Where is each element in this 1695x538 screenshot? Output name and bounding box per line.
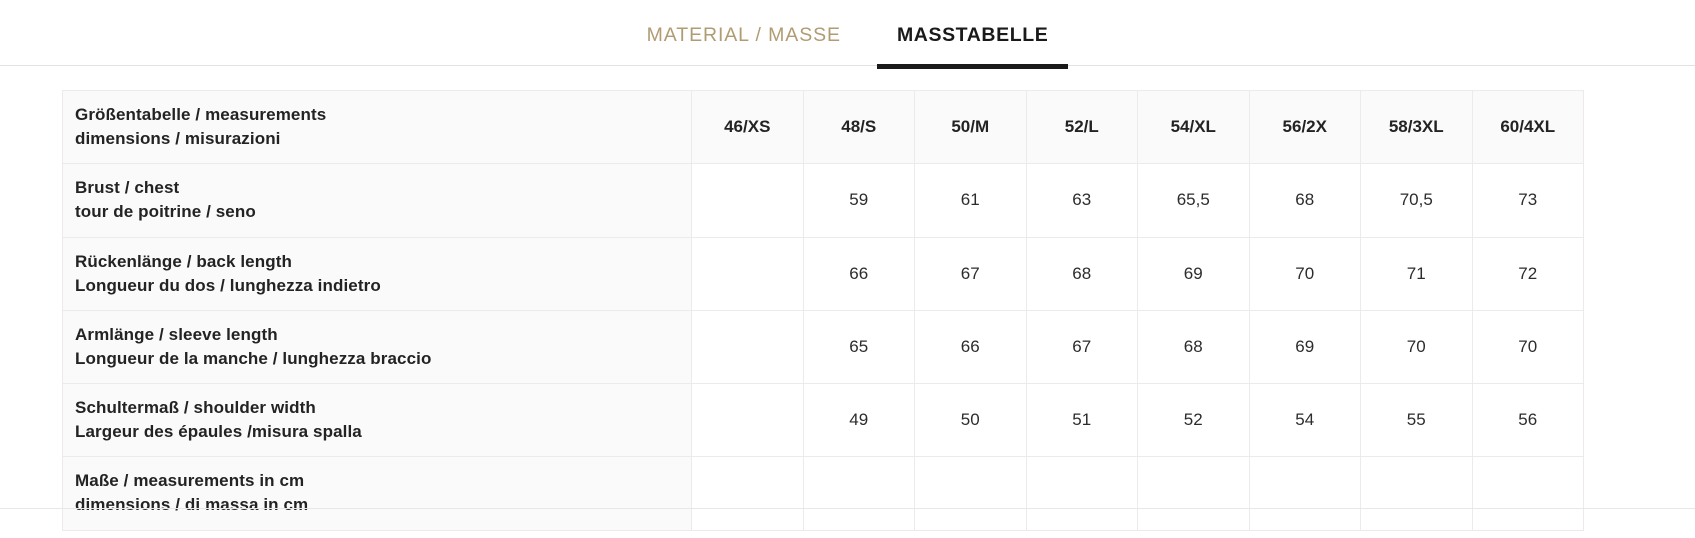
- cell-value: 70: [1248, 236, 1361, 311]
- header-label-line2: dimensions / misurazioni: [75, 129, 281, 149]
- table-header-row: Größentabelle / measurements dimensions …: [62, 89, 1584, 165]
- row-label-line2: Largeur des épaules /misura spalla: [75, 422, 362, 442]
- header-label-line1: Größentabelle / measurements: [75, 105, 327, 124]
- cell-value: 52: [1137, 382, 1250, 458]
- row-label-cell: Schultermaß / shoulder width Largeur des…: [62, 382, 692, 458]
- cell-value: 49: [802, 382, 915, 458]
- cell-value: 70: [1471, 309, 1584, 385]
- tabbar-divider: [0, 65, 1695, 66]
- cell-value: 50: [914, 382, 1027, 458]
- cell-value: 51: [1025, 382, 1138, 458]
- column-header-604xl: 60/4XL: [1471, 89, 1584, 165]
- cell-value: 68: [1137, 309, 1250, 385]
- row-label-cell: Maße / measurements in cm dimensions / d…: [62, 456, 692, 531]
- cell-value: 69: [1248, 309, 1361, 385]
- table-row: Armlänge / sleeve length Longueur de la …: [62, 309, 1584, 385]
- cell-value: 56: [1471, 382, 1584, 458]
- column-header-52l: 52/L: [1025, 89, 1138, 165]
- cell-value: [1360, 456, 1473, 531]
- column-header-562x: 56/2X: [1248, 89, 1361, 165]
- cell-value: 68: [1248, 163, 1361, 238]
- column-header-48s: 48/S: [802, 89, 915, 165]
- row-label-line2: dimensions / di massa in cm: [75, 495, 309, 515]
- column-header-583xl: 58/3XL: [1360, 89, 1473, 165]
- cell-value: [691, 163, 804, 238]
- cell-value: 71: [1360, 236, 1473, 311]
- cell-value: [691, 456, 804, 531]
- cell-value: [691, 309, 804, 385]
- cell-value: [691, 236, 804, 311]
- cell-value: [914, 456, 1027, 531]
- section-divider: [0, 508, 1695, 509]
- column-header-54xl: 54/XL: [1137, 89, 1250, 165]
- table-row: Maße / measurements in cm dimensions / d…: [62, 456, 1584, 531]
- cell-value: [802, 456, 915, 531]
- cell-value: 68: [1025, 236, 1138, 311]
- row-label-cell: Armlänge / sleeve length Longueur de la …: [62, 309, 692, 385]
- table-row: Rückenlänge / back length Longueur du do…: [62, 236, 1584, 311]
- cell-value: 69: [1137, 236, 1250, 311]
- row-label-line1: Brust / chest: [75, 178, 180, 198]
- tab-material-masse[interactable]: MATERIAL / MASSE: [619, 0, 869, 69]
- cell-value: 73: [1471, 163, 1584, 238]
- table-row: Brust / chest tour de poitrine / seno 59…: [62, 163, 1584, 238]
- cell-value: [691, 382, 804, 458]
- size-chart-table: Größentabelle / measurements dimensions …: [62, 89, 1584, 531]
- row-label-line1: Rückenlänge / back length: [75, 251, 292, 271]
- cell-value: 66: [914, 309, 1027, 385]
- cell-value: 65,5: [1137, 163, 1250, 238]
- cell-value: [1248, 456, 1361, 531]
- cell-value: 67: [1025, 309, 1138, 385]
- cell-value: 59: [802, 163, 915, 238]
- column-header-50m: 50/M: [914, 89, 1027, 165]
- tab-masstabelle[interactable]: MASSTABELLE: [869, 0, 1076, 69]
- row-label-line1: Armlänge / sleeve length: [75, 324, 278, 344]
- cell-value: 70,5: [1360, 163, 1473, 238]
- header-label-cell: Größentabelle / measurements dimensions …: [62, 89, 692, 165]
- row-label-line2: Longueur de la manche / lunghezza bracci…: [75, 348, 432, 368]
- cell-value: 61: [914, 163, 1027, 238]
- row-label-line1: Schultermaß / shoulder width: [75, 398, 316, 417]
- cell-value: [1137, 456, 1250, 531]
- cell-value: 72: [1471, 236, 1584, 311]
- tab-bar: MATERIAL / MASSE MASSTABELLE: [0, 0, 1695, 69]
- cell-value: [1025, 456, 1138, 531]
- cell-value: 65: [802, 309, 915, 385]
- row-label-line2: Longueur du dos / lunghezza indietro: [75, 275, 381, 295]
- table-row: Schultermaß / shoulder width Largeur des…: [62, 382, 1584, 458]
- row-label-line2: tour de poitrine / seno: [75, 202, 256, 222]
- row-label-cell: Brust / chest tour de poitrine / seno: [62, 163, 692, 238]
- size-chart-container: Größentabelle / measurements dimensions …: [0, 66, 1695, 531]
- row-label-line1: Maße / measurements in cm: [75, 471, 305, 491]
- cell-value: 55: [1360, 382, 1473, 458]
- cell-value: 63: [1025, 163, 1138, 238]
- cell-value: 67: [914, 236, 1027, 311]
- cell-value: [1471, 456, 1584, 531]
- cell-value: 70: [1360, 309, 1473, 385]
- row-label-cell: Rückenlänge / back length Longueur du do…: [62, 236, 692, 311]
- cell-value: 54: [1248, 382, 1361, 458]
- column-header-46xs: 46/XS: [691, 89, 804, 165]
- cell-value: 66: [802, 236, 915, 311]
